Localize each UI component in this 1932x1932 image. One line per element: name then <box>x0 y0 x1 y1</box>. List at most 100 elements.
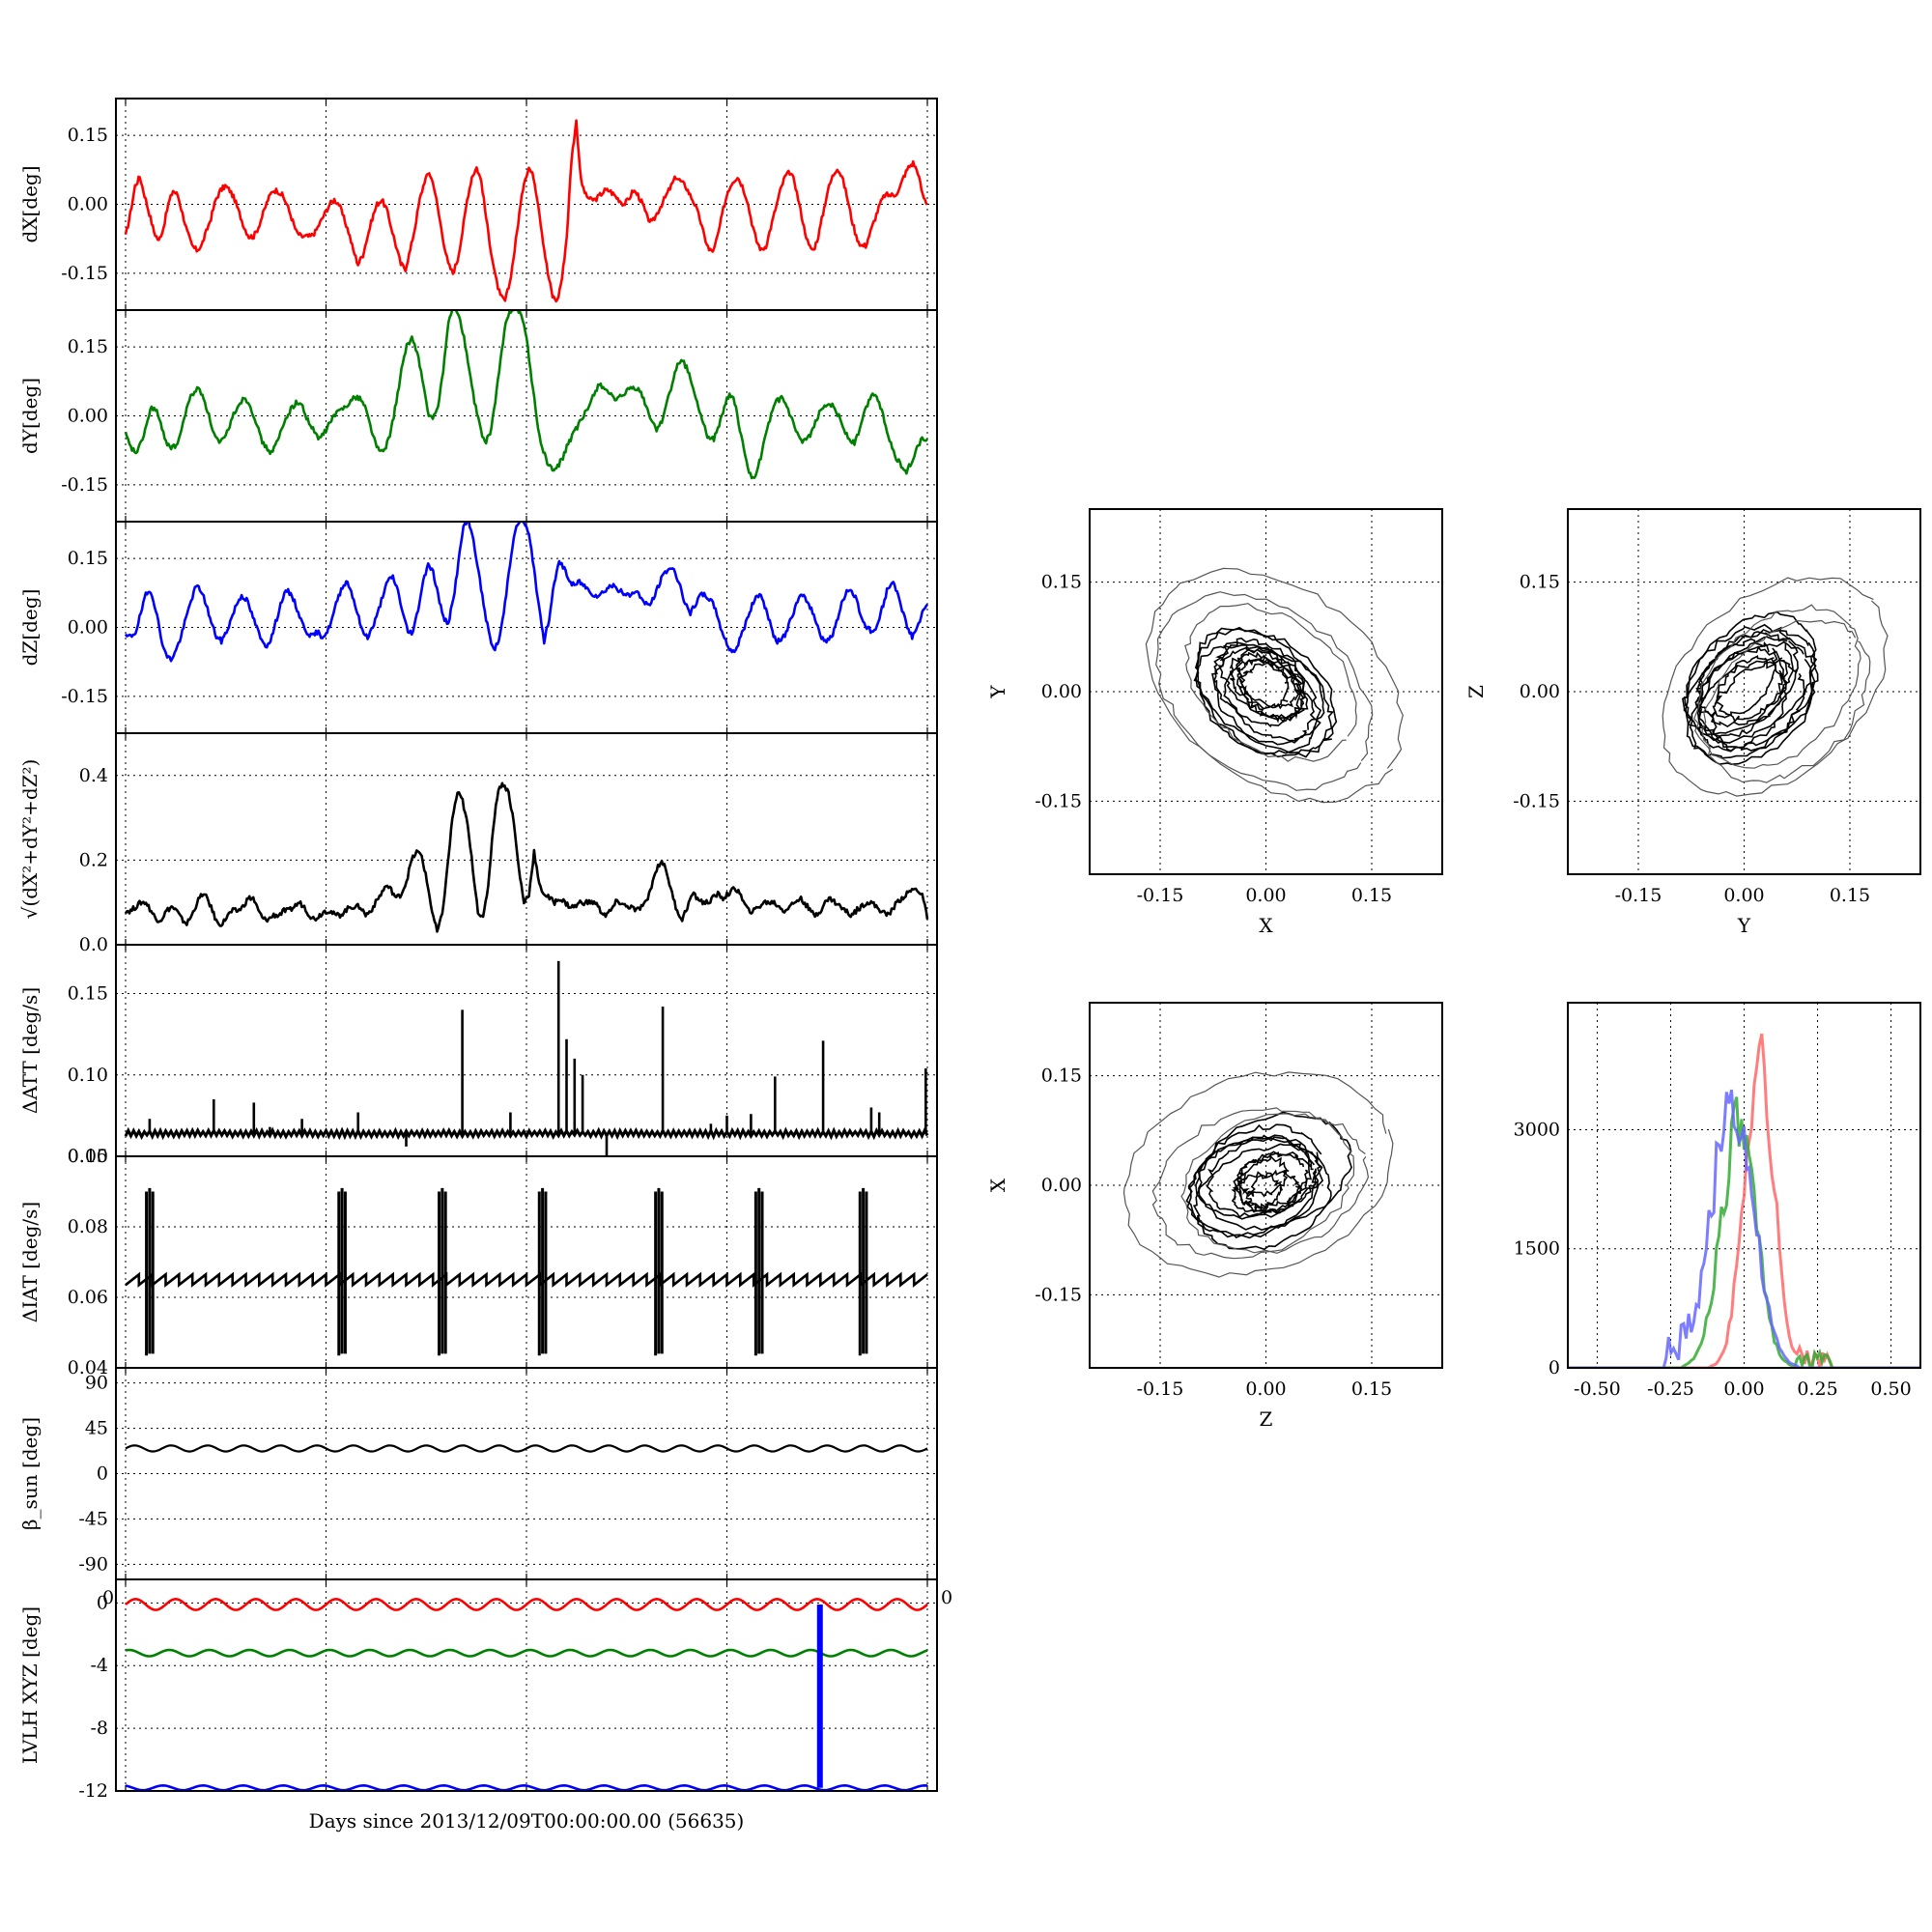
y-axis-label: LVLH XYZ [deg] <box>18 1606 42 1764</box>
y-tick-label: 0.15 <box>68 125 108 146</box>
y-axis-label: Y <box>986 685 1009 699</box>
y-tick-label: 0.15 <box>68 548 108 569</box>
trajectory-loop <box>1211 643 1301 728</box>
trajectory-loop <box>1151 1107 1355 1260</box>
trajectory-loop <box>1155 591 1374 791</box>
scatter-panel-1: -0.15 -0.15 0.00 0.00 0.15 0.15 Y Z <box>1464 508 1921 937</box>
trajectory-loop <box>1693 604 1861 769</box>
stack-tick-left: 0 <box>102 1587 114 1608</box>
burst <box>537 1187 548 1356</box>
series-line <box>124 522 929 663</box>
trajectory-loop <box>1145 567 1404 804</box>
trajectory-loop <box>1193 628 1338 758</box>
y-tick-label: 0.00 <box>68 617 108 639</box>
trajectory-loop <box>1683 623 1799 736</box>
y-tick-label: -12 <box>78 1780 108 1802</box>
trajectory-loop <box>1236 1151 1320 1214</box>
histogram-series-0 <box>1568 1033 1920 1368</box>
trajectory-loop <box>1122 1071 1394 1278</box>
panel-3: 0.0 0.2 0.4 √(dX²+dY²+dZ²) <box>18 732 938 955</box>
x-tick-label: -0.25 <box>1647 1378 1694 1400</box>
trajectory-loop <box>1232 1151 1309 1210</box>
sawtooth-line <box>125 1271 928 1288</box>
x-tick-label: 0.50 <box>1870 1378 1911 1400</box>
panel-border <box>1089 1002 1443 1369</box>
x-tick-label: 0.00 <box>1723 1378 1764 1400</box>
trajectory-loop <box>1186 1137 1320 1238</box>
panel-border <box>1567 1002 1921 1369</box>
trajectory-loop <box>1239 662 1305 724</box>
y-tick-label: -8 <box>90 1718 108 1739</box>
y-tick-label: 0.10 <box>68 1065 108 1086</box>
y-tick-label: -0.15 <box>61 686 108 707</box>
panel-border <box>115 1578 938 1792</box>
trajectory-loop <box>1194 626 1325 746</box>
x-tick-label: -0.15 <box>1137 1378 1184 1400</box>
y-tick-label: -0.15 <box>1035 1284 1082 1305</box>
scatter-panels: -0.15 -0.15 0.00 0.00 0.15 0.15 X Y -0.15 -0.15 0.… <box>986 508 1921 1431</box>
y-tick-label: 0.00 <box>1520 681 1560 702</box>
series-line <box>124 781 929 933</box>
x-axis-label: Y <box>1737 914 1751 937</box>
trajectory-loop <box>1662 577 1889 797</box>
trajectory-loop <box>1217 637 1306 720</box>
trajectory-loop <box>1192 1143 1332 1251</box>
trajectory-loop <box>1245 1169 1304 1215</box>
panel-7: 0 -4 -8 -12 LVLH XYZ [deg] <box>18 1578 938 1802</box>
panel-5: 0.10 0.08 0.06 0.04 ΔIAT [deg/s] <box>18 1146 938 1378</box>
baseline-line <box>124 1126 929 1141</box>
x-tick-label: 0.00 <box>1723 885 1764 906</box>
y-axis-label: ΔATT [deg/s] <box>18 987 42 1114</box>
x-axis-label: Days since 2013/12/09T00:00:00.00 (56635… <box>309 1809 745 1833</box>
y-tick-label: -0.15 <box>61 263 108 284</box>
burst <box>438 1187 447 1356</box>
series-line <box>124 310 929 480</box>
y-tick-label: 45 <box>85 1418 108 1439</box>
y-tick-label: 0.4 <box>79 765 108 786</box>
scatter-panel-2: -0.15 -0.15 0.00 0.00 0.15 0.15 Z X <box>986 1002 1443 1431</box>
trajectory-loop <box>1206 1134 1313 1219</box>
lvlh-series-0 <box>125 1597 928 1611</box>
lvlh-series-2 <box>125 1783 928 1791</box>
burst <box>753 1187 764 1356</box>
burst <box>337 1187 347 1356</box>
burst <box>654 1187 664 1356</box>
y-tick-label: 0.00 <box>68 406 108 427</box>
x-tick-label: 0.00 <box>1245 885 1286 906</box>
y-axis-label: X <box>986 1178 1009 1192</box>
series-line <box>124 119 928 303</box>
trajectory-loop <box>1695 638 1778 719</box>
y-tick-label: 0.15 <box>1041 1065 1082 1087</box>
trajectory-loop <box>1236 648 1301 710</box>
panel-border <box>1567 508 1921 875</box>
x-tick-label: -0.15 <box>1137 885 1184 906</box>
y-tick-label: 3000 <box>1514 1119 1560 1140</box>
y-tick-label: 0.15 <box>1041 572 1082 593</box>
y-tick-label: 0.00 <box>1041 1175 1082 1196</box>
trajectory-loop <box>1195 1123 1323 1220</box>
trajectory-loop <box>1229 651 1290 710</box>
y-axis-label: Z <box>1464 685 1488 698</box>
panel-border <box>1089 508 1443 875</box>
beta-sun-line <box>125 1444 928 1453</box>
y-tick-label: 0.06 <box>68 1287 108 1308</box>
trajectory-loop <box>1212 645 1335 754</box>
panel-6: 90 45 0 -45 -90 β_sun [deg] <box>18 1367 938 1580</box>
y-tick-label: 0.10 <box>68 1146 108 1167</box>
y-tick-label: 0.15 <box>68 983 108 1005</box>
y-tick-label: 0.00 <box>68 194 108 215</box>
panel-2: 0.15 0.00 -0.15 dZ[deg] <box>18 521 938 734</box>
y-axis-label: dZ[deg] <box>18 589 42 667</box>
y-axis-label: dX[deg] <box>18 165 42 242</box>
y-tick-label: -0.15 <box>1035 790 1082 811</box>
trajectory-loop <box>1696 660 1787 753</box>
y-axis-label: β_sun [deg] <box>18 1417 42 1530</box>
y-tick-label: 0.2 <box>79 849 108 870</box>
y-tick-label: -45 <box>78 1508 108 1529</box>
y-tick-label: 0.05 <box>68 1146 108 1167</box>
y-tick-label: 0.00 <box>1041 681 1082 702</box>
histogram-series-2 <box>1568 1089 1920 1368</box>
y-tick-label: 0.15 <box>68 336 108 357</box>
